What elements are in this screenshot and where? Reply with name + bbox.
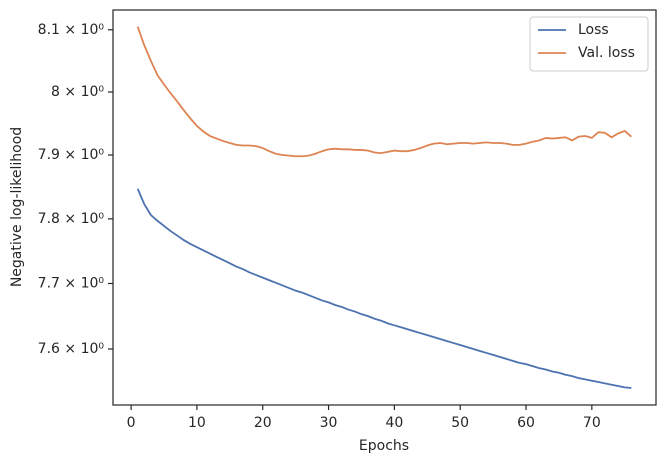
x-tick-label: 50 <box>451 415 469 431</box>
line-series <box>136 188 632 389</box>
y-axis-label: Negative log-likelihood <box>9 127 25 287</box>
x-tick-label: 20 <box>254 415 272 431</box>
x-tick-label: 0 <box>127 415 136 431</box>
x-tick-label: 70 <box>583 415 601 431</box>
x-axis-label: Epochs <box>359 438 409 454</box>
x-tick-label: 60 <box>517 415 535 431</box>
x-tick-label: 10 <box>188 415 206 431</box>
y-tick-label: 8 × 10⁰ <box>51 84 104 100</box>
y-tick-label: 8.1 × 10⁰ <box>38 22 105 38</box>
x-tick-label: 30 <box>320 415 338 431</box>
legend-label: Loss <box>578 22 609 38</box>
y-tick-label: 7.9 × 10⁰ <box>38 147 105 163</box>
y-tick-label: 7.7 × 10⁰ <box>38 275 105 291</box>
y-tick-label: 7.6 × 10⁰ <box>38 341 105 357</box>
legend-label: Val. loss <box>578 45 635 61</box>
plot-frame <box>112 9 657 406</box>
x-tick-label: 40 <box>385 415 403 431</box>
line-series <box>136 26 632 158</box>
y-tick-label: 7.8 × 10⁰ <box>38 211 105 227</box>
